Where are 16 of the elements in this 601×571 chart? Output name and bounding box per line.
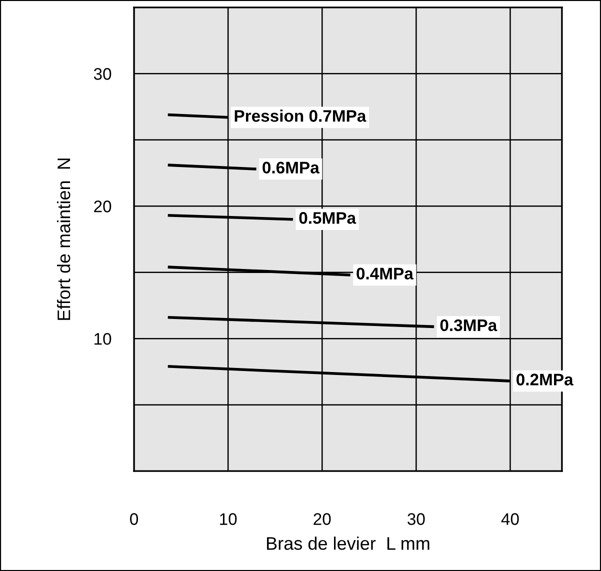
series-label: 0.4MPa bbox=[356, 268, 414, 280]
y-tick-label: 30 bbox=[94, 68, 112, 80]
x-tick-label: 0 bbox=[130, 513, 138, 525]
x-axis-title: Bras de levier L mm bbox=[267, 536, 430, 550]
series-label: 0.5MPa bbox=[299, 212, 356, 224]
y-tick-label: 10 bbox=[94, 333, 112, 345]
x-tick-label: 30 bbox=[408, 513, 425, 525]
y-tick-label: 20 bbox=[94, 200, 112, 212]
y-axis-title: Effort de maintien N bbox=[56, 158, 70, 320]
series-label: 0.3MPa bbox=[440, 319, 498, 332]
x-tick-label: 40 bbox=[501, 513, 519, 525]
series-label: 0.6MPa bbox=[262, 162, 320, 174]
x-tick-label: 10 bbox=[220, 513, 237, 525]
series-label: Pression 0.7MPa bbox=[234, 110, 366, 122]
x-tick-label: 20 bbox=[314, 513, 331, 525]
series-label: 0.2MPa bbox=[516, 374, 574, 386]
